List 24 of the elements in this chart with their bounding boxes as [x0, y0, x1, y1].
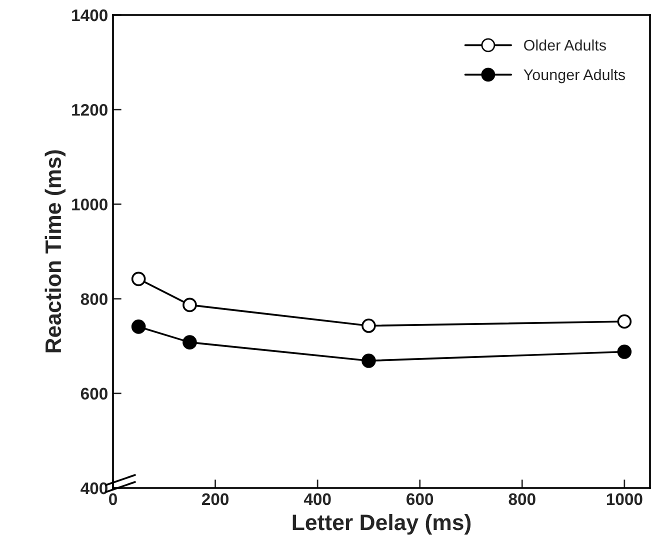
x-tick-label: 400 [304, 493, 331, 506]
point [182, 335, 197, 350]
point [617, 344, 632, 359]
x-tick-label: 200 [202, 493, 229, 506]
legend-label: Younger Adults [524, 68, 626, 84]
y-tick-label: 800 [80, 293, 108, 306]
point [362, 354, 376, 368]
x-tick-label: 600 [406, 493, 434, 506]
y-axis-title: Reaction Time (ms) [44, 150, 66, 352]
legend-label: Older Adults [524, 39, 606, 51]
y-tick-label: 1400 [72, 9, 108, 22]
y-tick-label: 600 [80, 388, 108, 400]
y-tick-label: 1000 [72, 198, 108, 210]
point [617, 314, 632, 329]
y-tick-label: 1200 [72, 104, 108, 116]
x-tick-label: 1000 [606, 493, 642, 506]
y-tick-label: 400 [80, 482, 108, 494]
point [362, 318, 376, 333]
point [182, 298, 197, 312]
x-tick-label: 0 [109, 493, 117, 506]
x-tick-label: 800 [508, 493, 536, 506]
point [131, 272, 146, 286]
x-axis-title: Letter Delay (ms) [292, 514, 471, 535]
point [131, 320, 146, 334]
